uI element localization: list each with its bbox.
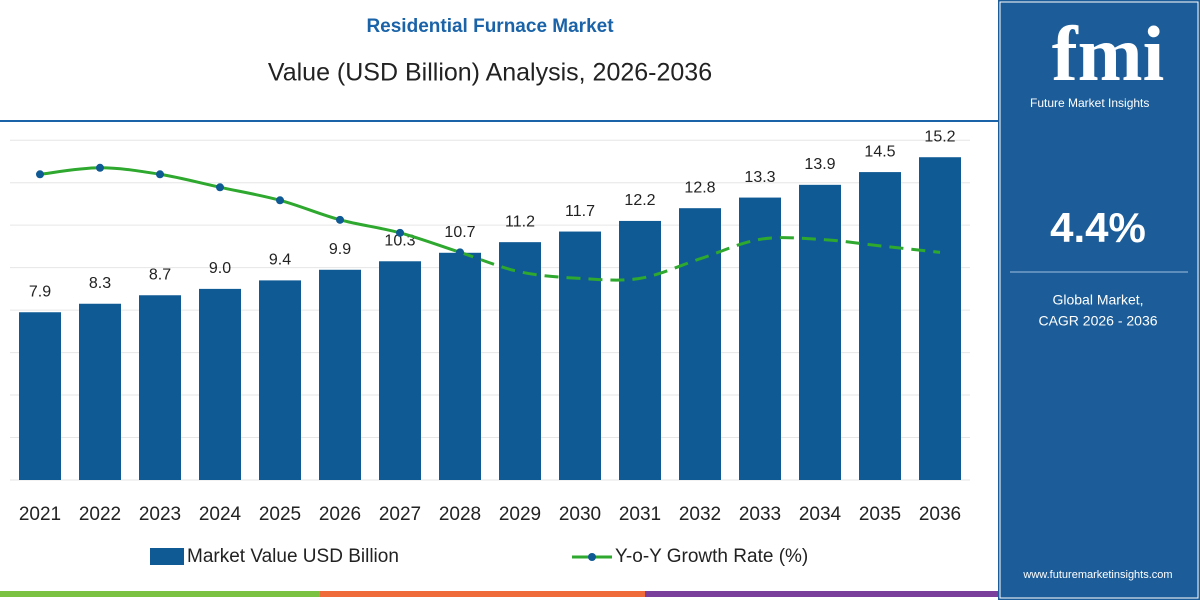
data-label: 8.3 <box>89 275 111 292</box>
data-label: 10.3 <box>384 232 415 249</box>
bar <box>799 184 841 480</box>
legend-label: Y-o-Y Growth Rate (%) <box>615 546 808 567</box>
growth-marker <box>276 196 284 205</box>
growth-marker <box>156 170 164 179</box>
bar <box>559 231 601 480</box>
stripe <box>645 591 998 597</box>
x-tick-label: 2021 <box>19 504 61 525</box>
growth-marker <box>216 183 224 192</box>
legend-swatch <box>150 548 184 565</box>
brand: Future Market Insights <box>1030 96 1149 110</box>
bar <box>319 269 361 480</box>
growth-line <box>39 166 461 254</box>
caption: Global Market, <box>1052 292 1143 308</box>
legend-swatch <box>588 553 596 561</box>
x-tick-label: 2027 <box>379 504 421 525</box>
bar <box>859 172 901 480</box>
bar <box>139 295 181 480</box>
bar <box>739 197 781 480</box>
data-label: 9.0 <box>209 260 231 277</box>
x-tick-label: 2024 <box>199 504 242 525</box>
x-tick-label: 2032 <box>679 504 721 525</box>
data-label: 9.9 <box>329 241 351 258</box>
sidebar <box>998 0 1200 600</box>
x-tick-label: 2036 <box>919 504 961 525</box>
stripe <box>320 591 645 597</box>
url: www.futuremarketinsights.com <box>1022 569 1172 581</box>
bar <box>379 261 421 480</box>
bar <box>679 208 721 480</box>
data-label: 13.9 <box>804 156 835 173</box>
x-tick-label: 2029 <box>499 504 541 525</box>
x-tick-label: 2026 <box>319 504 361 525</box>
growth-marker <box>96 163 104 172</box>
growth-marker <box>396 228 404 237</box>
data-label: 15.2 <box>924 128 955 145</box>
data-label: 12.8 <box>684 179 715 196</box>
stripe <box>0 591 320 597</box>
x-tick-label: 2030 <box>559 504 601 525</box>
growth-marker <box>456 248 464 257</box>
chart-subtitle: Value (USD Billion) Analysis, 2026-2036 <box>268 59 712 87</box>
bar <box>919 157 961 481</box>
bar <box>79 303 121 480</box>
x-tick-label: 2034 <box>799 504 842 525</box>
data-label: 13.3 <box>744 169 775 186</box>
x-tick-label: 2033 <box>739 504 781 525</box>
bar <box>499 242 541 480</box>
logo: fmi <box>1052 10 1165 97</box>
bar <box>619 220 661 480</box>
bar <box>19 312 61 480</box>
growth-marker <box>336 215 344 224</box>
data-label: 10.7 <box>444 224 475 241</box>
growth-marker <box>36 170 44 179</box>
data-label: 8.7 <box>149 266 171 283</box>
data-label: 14.5 <box>864 143 895 160</box>
x-tick-label: 2025 <box>259 504 301 525</box>
data-label: 9.4 <box>269 252 291 269</box>
data-label: 11.7 <box>565 203 595 220</box>
x-tick-label: 2023 <box>139 504 181 525</box>
chart-title: Residential Furnace Market <box>366 16 614 37</box>
caption: CAGR 2026 - 2036 <box>1038 313 1157 329</box>
bar <box>259 280 301 480</box>
growth-line <box>459 236 941 282</box>
data-label: 12.2 <box>624 192 655 209</box>
legend-label: Market Value USD Billion <box>187 546 399 567</box>
data-label: 7.9 <box>29 283 51 300</box>
x-tick-label: 2022 <box>79 504 121 525</box>
sidebar-border <box>999 1 1199 599</box>
bar <box>199 288 241 480</box>
x-tick-label: 2035 <box>859 504 901 525</box>
data-label: 11.2 <box>505 213 535 230</box>
bar <box>439 252 481 480</box>
x-tick-label: 2031 <box>619 504 661 525</box>
cagr-value: 4.4% <box>1050 204 1146 251</box>
x-tick-label: 2028 <box>439 504 481 525</box>
